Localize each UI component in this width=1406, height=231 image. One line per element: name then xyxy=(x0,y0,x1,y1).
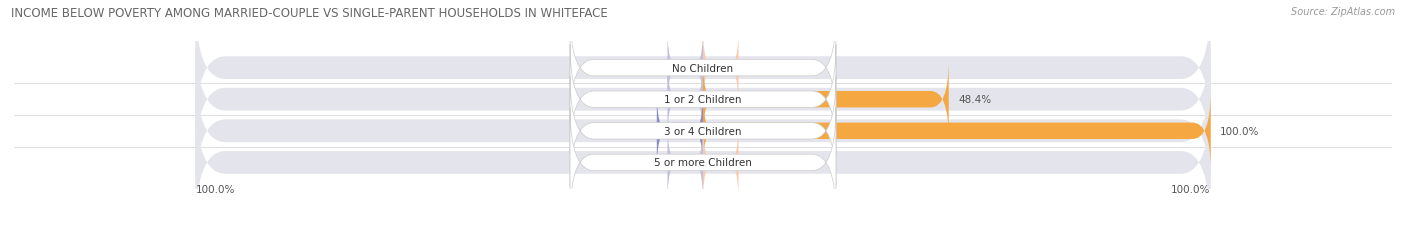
FancyBboxPatch shape xyxy=(569,108,837,217)
Text: 0.0%: 0.0% xyxy=(631,63,658,73)
Text: 0.0%: 0.0% xyxy=(748,158,775,168)
FancyBboxPatch shape xyxy=(195,33,1211,167)
Text: 3 or 4 Children: 3 or 4 Children xyxy=(664,126,742,136)
FancyBboxPatch shape xyxy=(657,92,703,170)
FancyBboxPatch shape xyxy=(569,76,837,186)
Text: 100.0%: 100.0% xyxy=(1171,184,1211,195)
FancyBboxPatch shape xyxy=(569,45,837,155)
Text: 1 or 2 Children: 1 or 2 Children xyxy=(664,95,742,105)
FancyBboxPatch shape xyxy=(703,29,738,107)
FancyBboxPatch shape xyxy=(195,1,1211,136)
Text: 0.0%: 0.0% xyxy=(748,63,775,73)
Text: 100.0%: 100.0% xyxy=(195,184,235,195)
Text: 5 or more Children: 5 or more Children xyxy=(654,158,752,168)
FancyBboxPatch shape xyxy=(195,64,1211,198)
FancyBboxPatch shape xyxy=(703,92,1211,170)
Text: 0.0%: 0.0% xyxy=(631,95,658,105)
Text: 9.1%: 9.1% xyxy=(620,126,647,136)
Text: No Children: No Children xyxy=(672,63,734,73)
Text: 48.4%: 48.4% xyxy=(959,95,991,105)
Text: Source: ZipAtlas.com: Source: ZipAtlas.com xyxy=(1291,7,1395,17)
FancyBboxPatch shape xyxy=(569,14,837,123)
Text: 0.0%: 0.0% xyxy=(631,158,658,168)
Text: 100.0%: 100.0% xyxy=(1220,126,1260,136)
Text: INCOME BELOW POVERTY AMONG MARRIED-COUPLE VS SINGLE-PARENT HOUSEHOLDS IN WHITEFA: INCOME BELOW POVERTY AMONG MARRIED-COUPL… xyxy=(11,7,607,20)
FancyBboxPatch shape xyxy=(668,61,703,139)
FancyBboxPatch shape xyxy=(668,124,703,202)
FancyBboxPatch shape xyxy=(195,95,1211,230)
FancyBboxPatch shape xyxy=(703,124,738,202)
FancyBboxPatch shape xyxy=(668,29,703,107)
FancyBboxPatch shape xyxy=(703,61,949,139)
